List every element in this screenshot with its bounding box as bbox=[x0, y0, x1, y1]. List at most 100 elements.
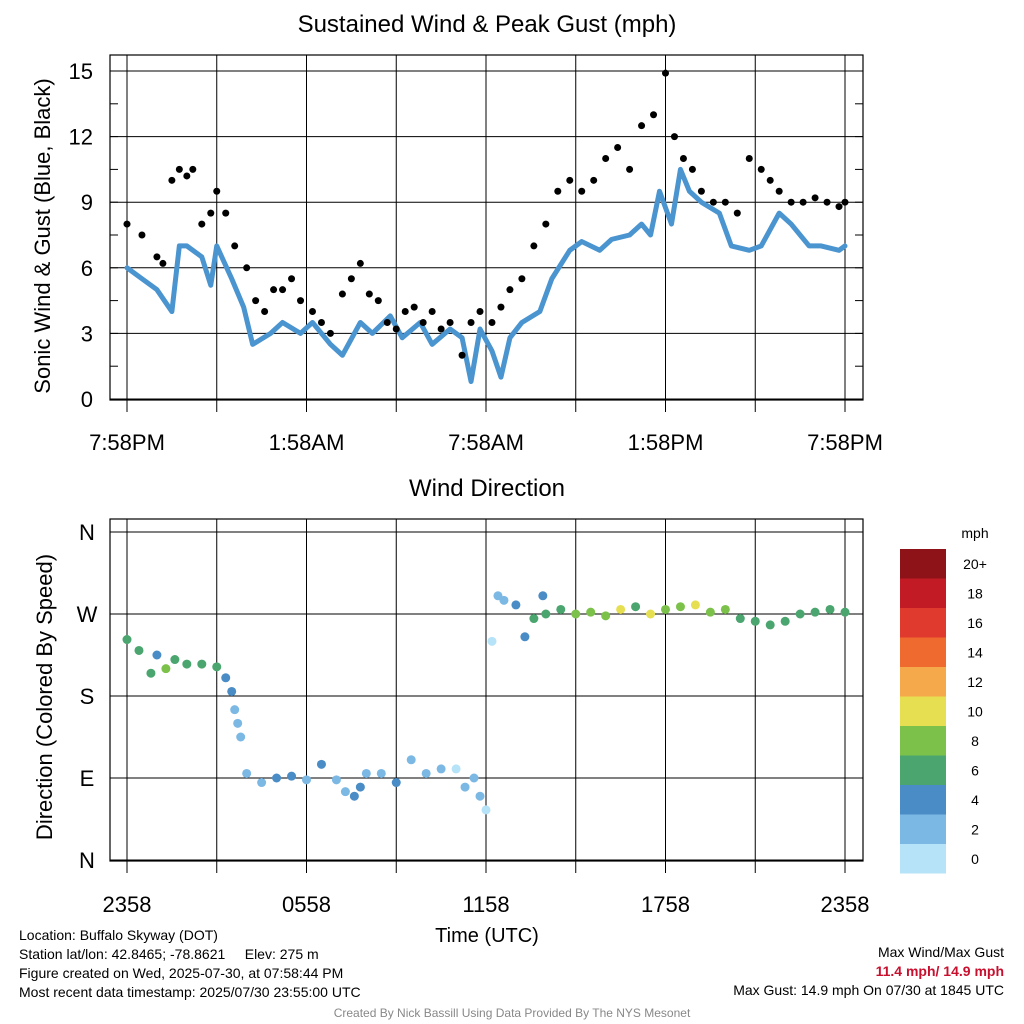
gust-point bbox=[662, 69, 669, 77]
gust-point bbox=[458, 351, 466, 359]
dir-xtick-label-0: 2358 bbox=[103, 892, 152, 917]
direction-chart-ticks: N E S W N 2358 0558 1158 1758 2358 bbox=[77, 520, 870, 917]
gust-point bbox=[602, 154, 610, 162]
gust-point bbox=[383, 318, 391, 326]
gust-point bbox=[787, 198, 795, 206]
direction-point bbox=[257, 778, 267, 788]
colorbar-swatch-10 bbox=[900, 549, 946, 579]
colorbar-swatch-8 bbox=[900, 608, 946, 638]
gust-point bbox=[488, 318, 496, 326]
wind-ytick-label-0: 0 bbox=[81, 387, 93, 412]
direction-chart-ylabel: Direction (Colored By Speed) bbox=[32, 554, 57, 840]
direction-point bbox=[230, 705, 240, 715]
sonic-wind-line bbox=[124, 166, 848, 385]
direction-point bbox=[469, 773, 479, 783]
gust-point bbox=[347, 275, 355, 283]
direction-point bbox=[646, 609, 656, 619]
gust-point bbox=[183, 172, 191, 180]
gust-point bbox=[437, 325, 445, 333]
gust-point bbox=[590, 176, 598, 184]
gust-point bbox=[542, 220, 550, 228]
gust-point bbox=[709, 198, 717, 206]
dir-ytick-label-1: E bbox=[80, 766, 95, 791]
direction-chart-xlabel: Time (UTC) bbox=[435, 925, 539, 947]
colorbar-label-2: 4 bbox=[971, 792, 979, 808]
colorbar-swatch-9 bbox=[900, 578, 946, 608]
wind-chart-ticks: 0 3 6 9 12 15 7:58PM 1:58AM 7:58AM 1:58PM 7:58PM bbox=[69, 59, 883, 455]
gust-point bbox=[356, 259, 364, 267]
direction-point bbox=[355, 782, 365, 792]
direction-point bbox=[541, 609, 551, 619]
gust-point bbox=[775, 187, 783, 195]
direction-point bbox=[236, 732, 246, 742]
gust-point bbox=[261, 308, 269, 316]
colorbar-label-1: 2 bbox=[971, 821, 979, 837]
gust-point bbox=[213, 187, 221, 195]
wind-ytick-label-5: 15 bbox=[69, 59, 93, 84]
direction-chart-grid bbox=[110, 519, 863, 861]
direction-point bbox=[170, 655, 180, 665]
direction-point bbox=[529, 614, 539, 624]
colorbar-title: mph bbox=[961, 525, 988, 541]
direction-point bbox=[391, 778, 401, 788]
wind-chart-title: Sustained Wind & Peak Gust (mph) bbox=[298, 11, 677, 38]
gust-point bbox=[745, 154, 753, 162]
gust-point bbox=[566, 176, 574, 184]
gust-point bbox=[231, 242, 239, 250]
wind-chart-ylabel: Sonic Wind & Gust (Blue, Black) bbox=[30, 78, 55, 393]
direction-point bbox=[460, 782, 470, 792]
gust-point bbox=[578, 187, 586, 195]
gust-point bbox=[207, 209, 215, 217]
gust-point bbox=[419, 318, 427, 326]
gust-point bbox=[338, 290, 346, 298]
colorbar-label-9: 18 bbox=[967, 585, 983, 601]
colorbar-label-6: 12 bbox=[967, 674, 983, 690]
max-gust-note: Max Gust: 14.9 mph On 07/30 at 1845 UTC bbox=[733, 982, 1004, 998]
gust-point bbox=[614, 144, 622, 152]
gust-point bbox=[374, 297, 382, 305]
station-info: Location: Buffalo Skyway (DOT) Station l… bbox=[19, 926, 361, 1002]
gust-point bbox=[670, 133, 678, 141]
gust-point bbox=[279, 286, 287, 294]
direction-point bbox=[134, 645, 144, 655]
direction-point bbox=[810, 607, 820, 617]
gust-point bbox=[308, 308, 316, 316]
dir-xtick-label-4: 2358 bbox=[821, 892, 870, 917]
direction-point bbox=[331, 775, 341, 785]
gust-point bbox=[518, 275, 526, 283]
gust-point bbox=[392, 325, 400, 333]
max-label: Max Wind/Max Gust bbox=[877, 944, 1004, 960]
direction-point bbox=[556, 604, 566, 614]
gust-point bbox=[835, 203, 843, 211]
wind-chart-grid bbox=[110, 55, 863, 400]
dir-xtick-label-1: 0558 bbox=[282, 892, 331, 917]
direction-point bbox=[765, 620, 775, 630]
gust-point bbox=[270, 286, 278, 294]
station-line: Station lat/lon: 42.8465; -78.8621 Elev:… bbox=[19, 945, 361, 964]
gust-point bbox=[811, 194, 819, 202]
dir-ytick-label-4: N bbox=[79, 520, 95, 545]
colorbar-swatch-4 bbox=[900, 726, 946, 756]
direction-point bbox=[631, 602, 641, 612]
wind-xtick-label-4: 7:58PM bbox=[807, 430, 883, 455]
direction-point bbox=[436, 764, 446, 774]
direction-point bbox=[197, 659, 207, 669]
gust-point bbox=[252, 297, 260, 305]
gust-point bbox=[766, 176, 774, 184]
gust-point bbox=[198, 220, 206, 228]
direction-point bbox=[233, 718, 243, 728]
direction-point bbox=[735, 614, 745, 624]
gust-point bbox=[159, 259, 167, 267]
gust-point bbox=[189, 165, 197, 173]
direction-chart-points bbox=[122, 591, 850, 815]
direction-point bbox=[122, 635, 132, 645]
wind-ytick-label-1: 3 bbox=[81, 321, 93, 346]
colorbar-label-8: 16 bbox=[967, 615, 983, 631]
dir-ytick-label-2: S bbox=[80, 684, 95, 709]
gust-point bbox=[679, 154, 687, 162]
direction-point bbox=[571, 609, 581, 619]
direction-point bbox=[376, 768, 386, 778]
gust-point bbox=[799, 198, 807, 206]
direction-point bbox=[780, 616, 790, 626]
gust-point bbox=[823, 198, 831, 206]
